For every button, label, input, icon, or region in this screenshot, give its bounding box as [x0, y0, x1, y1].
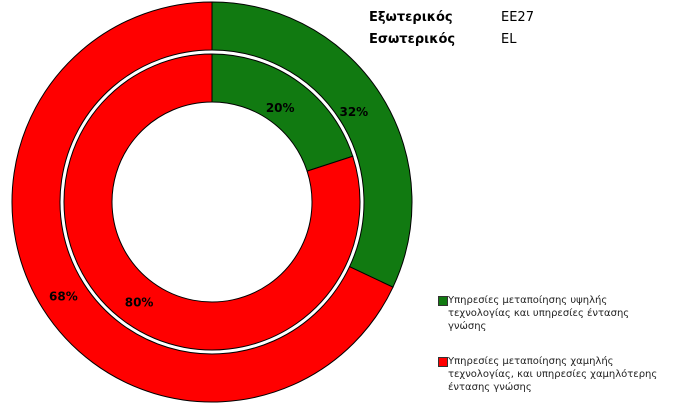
outer-ring-slice-1 [11, 1, 394, 403]
legend-swatch-low-tech [438, 357, 448, 367]
outer-ring-label-0: 32% [339, 105, 368, 119]
inner-ring-slice-1 [63, 53, 361, 351]
external-ring-value: EE27 [501, 10, 534, 25]
legend-swatch-high-tech [438, 296, 448, 306]
internal-ring-label: Εσωτερικός [369, 32, 456, 47]
external-ring-label: Εξωτερικός [369, 10, 453, 25]
legend-label-high-tech: Υπηρεσίες μεταποίησης υψηλής τεχνολογίας… [448, 295, 630, 332]
internal-ring-value: EL [501, 32, 517, 47]
legend-label-low-tech: Υπηρεσίες μεταποίησης χαμηλής τεχνολογία… [448, 356, 658, 393]
inner-ring-label-0: 20% [266, 101, 295, 115]
outer-ring-slice-0 [211, 1, 413, 288]
outer-ring-label-1: 68% [49, 289, 78, 303]
inner-ring-label-1: 80% [125, 295, 154, 309]
